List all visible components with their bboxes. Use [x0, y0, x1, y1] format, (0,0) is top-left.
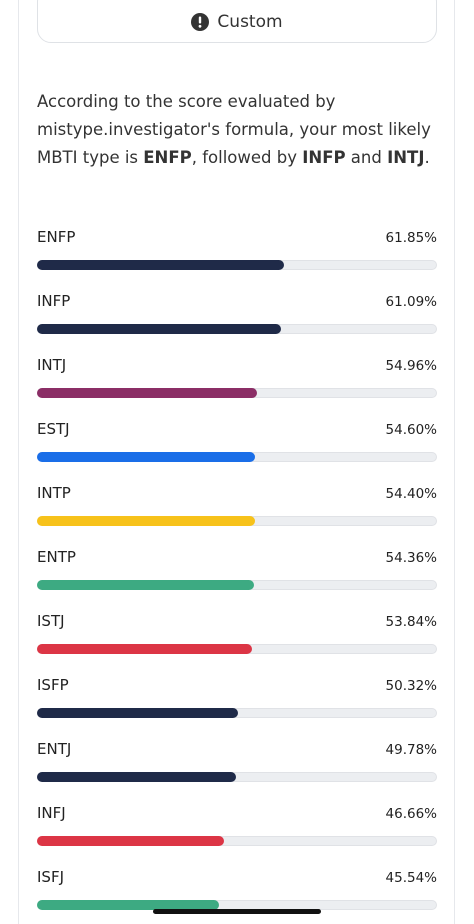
- text-segment: According to the score evaluated by mist…: [37, 92, 431, 167]
- type-label: INFJ: [37, 804, 66, 822]
- description: According to the score evaluated by mist…: [37, 88, 437, 172]
- bar: [37, 836, 224, 846]
- type-label: ENFP: [37, 228, 76, 246]
- bar: [37, 580, 255, 590]
- alert-icon: [191, 12, 210, 31]
- value-label: 53.84%: [385, 614, 437, 630]
- bar: [37, 324, 282, 334]
- value-label: 61.85%: [385, 230, 437, 246]
- value-label: 54.96%: [385, 358, 437, 374]
- value-label: 50.32%: [385, 678, 437, 694]
- text-segment: , followed by: [191, 148, 303, 167]
- value-label: 54.60%: [385, 422, 437, 438]
- type-label: INTP: [37, 484, 71, 502]
- value-label: 54.36%: [385, 550, 437, 566]
- bar: [37, 644, 253, 654]
- home-indicator: [153, 909, 321, 914]
- value-label: 61.09%: [385, 294, 437, 310]
- type-highlight: INTJ: [387, 148, 425, 167]
- type-label: ISFJ: [37, 868, 64, 886]
- bar: [37, 260, 285, 270]
- bar: [37, 516, 255, 526]
- custom-button[interactable]: Custom: [37, 0, 437, 43]
- type-label: ISTJ: [37, 612, 65, 630]
- type-label: ISFP: [37, 676, 69, 694]
- bar: [37, 388, 257, 398]
- bar: [37, 900, 220, 910]
- card-frame: [18, 0, 455, 924]
- type-label: ESTJ: [37, 420, 70, 438]
- type-label: ENTJ: [37, 740, 72, 758]
- type-label: INTJ: [37, 356, 67, 374]
- type-label: INFP: [37, 292, 71, 310]
- type-label: ENTP: [37, 548, 76, 566]
- button-label: Custom: [217, 11, 283, 32]
- value-label: 54.40%: [385, 486, 437, 502]
- text-segment: .: [424, 148, 430, 167]
- value-label: 45.54%: [385, 870, 437, 886]
- bar: [37, 452, 256, 462]
- type-highlight: ENFP: [143, 148, 192, 167]
- value-label: 49.78%: [385, 742, 437, 758]
- value-label: 46.66%: [385, 806, 437, 822]
- text-segment: and: [345, 148, 388, 167]
- bar: [37, 772, 237, 782]
- type-highlight: INFP: [302, 148, 346, 167]
- bar: [37, 708, 239, 718]
